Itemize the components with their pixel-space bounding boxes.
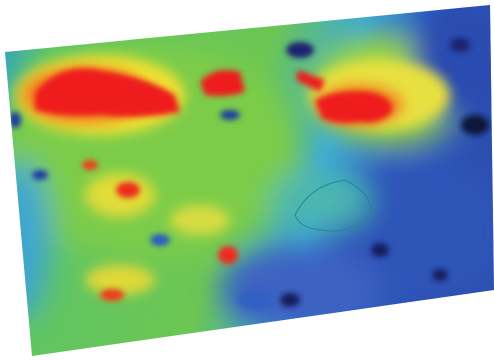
heatmap-terrain: [0, 0, 494, 360]
surface: [0, 0, 494, 360]
page: [0, 0, 494, 360]
